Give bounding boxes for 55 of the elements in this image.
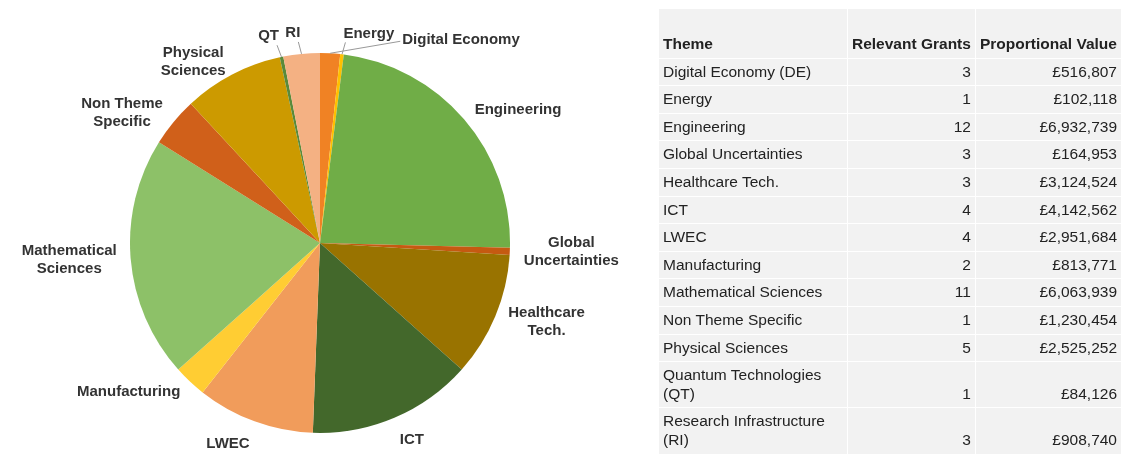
data-label: £4,142,562 bbox=[975, 196, 1122, 224]
slice-label: RI bbox=[285, 23, 301, 41]
slice-label: QT bbox=[258, 26, 280, 44]
category-label: Quantum Technologies (QT) bbox=[658, 361, 848, 408]
data-label: 4 bbox=[847, 196, 976, 224]
data-label: 3 bbox=[847, 140, 976, 169]
slice-label: Non Theme Specific bbox=[81, 94, 163, 130]
category-label: Digital Economy (DE) bbox=[658, 58, 848, 86]
category-label: ICT bbox=[658, 196, 848, 224]
category-label: Healthcare Tech. bbox=[658, 168, 848, 197]
text: Theme bbox=[658, 8, 848, 59]
data-label: 2 bbox=[847, 251, 976, 279]
data-label: £2,525,252 bbox=[975, 334, 1122, 362]
category-label: Mathematical Sciences bbox=[658, 278, 848, 307]
category-label: Manufacturing bbox=[658, 251, 848, 279]
text: Proportional Value bbox=[975, 8, 1122, 59]
slice-label: Physical Sciences bbox=[160, 43, 226, 79]
slice-label: Mathematical Sciences bbox=[21, 241, 117, 277]
category-label: Energy bbox=[658, 85, 848, 114]
slice-label: Digital Economy bbox=[402, 30, 521, 48]
data-label: 3 bbox=[847, 58, 976, 86]
data-label: 4 bbox=[847, 223, 976, 252]
data-label: £813,771 bbox=[975, 251, 1122, 279]
slice-label: ICT bbox=[399, 429, 425, 447]
category-label: Engineering bbox=[658, 113, 848, 141]
category-label: Research Infrastructure (RI) bbox=[658, 407, 848, 454]
category-label: Physical Sciences bbox=[658, 334, 848, 362]
data-label: £1,230,454 bbox=[975, 306, 1122, 335]
data-label: £164,953 bbox=[975, 140, 1122, 169]
data-label: £516,807 bbox=[975, 58, 1122, 86]
slice-label: Global Uncertainties bbox=[523, 233, 619, 269]
data-label: 1 bbox=[847, 85, 976, 114]
data-label: 1 bbox=[847, 361, 976, 408]
data-label: 1 bbox=[847, 306, 976, 335]
slice-label: Healthcare Tech. bbox=[508, 302, 585, 338]
slice-label: Manufacturing bbox=[77, 381, 181, 399]
series-label: Relevant Grants bbox=[847, 8, 976, 59]
slice-label: Energy bbox=[343, 23, 395, 41]
data-label: 12 bbox=[847, 113, 976, 141]
category-label: Non Theme Specific bbox=[658, 306, 848, 335]
slice-label: Engineering bbox=[474, 100, 562, 118]
category-label: LWEC bbox=[658, 223, 848, 252]
data-label: £3,124,524 bbox=[975, 168, 1122, 197]
data-label: 11 bbox=[847, 278, 976, 307]
data-label: 5 bbox=[847, 334, 976, 362]
data-label: £6,063,939 bbox=[975, 278, 1122, 307]
data-label: £2,951,684 bbox=[975, 223, 1122, 252]
data-label: £6,932,739 bbox=[975, 113, 1122, 141]
data-label: 3 bbox=[847, 168, 976, 197]
slice-label: LWEC bbox=[206, 433, 250, 451]
category-label: Global Uncertainties bbox=[658, 140, 848, 169]
data-label: £84,126 bbox=[975, 361, 1122, 408]
data-label: £102,118 bbox=[975, 85, 1122, 114]
data-label: 3 bbox=[847, 407, 976, 454]
data-label: £908,740 bbox=[975, 407, 1122, 454]
